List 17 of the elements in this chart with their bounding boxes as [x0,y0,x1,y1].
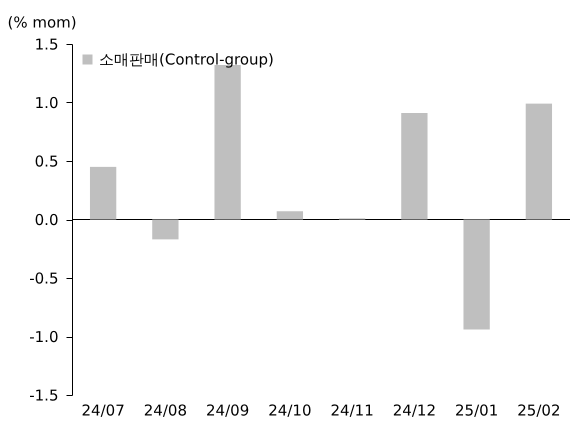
x-tick-label: 24/07 [82,402,125,420]
y-tick-label: -1.0 [29,328,58,346]
y-tick-label: -1.5 [29,386,58,404]
y-tick-label: 0.5 [34,152,58,170]
y-axis-title: (% mom) [8,14,77,32]
x-tick-label: 24/09 [206,402,250,420]
y-tick-label: 0.0 [34,211,58,229]
x-tick-label: 24/10 [268,402,312,420]
x-tick-label: 24/12 [392,402,436,420]
legend-label: 소매판매(Control-group) [99,50,274,68]
y-tick-label: 1.5 [34,36,58,54]
x-tick-label: 24/08 [144,402,187,420]
x-tick-label: 25/01 [455,402,498,420]
x-tick-label: 24/11 [330,402,374,420]
x-tick-label: 25/02 [517,402,560,420]
y-tick-label: -0.5 [29,270,58,288]
y-tick-label: 1.0 [34,94,58,112]
